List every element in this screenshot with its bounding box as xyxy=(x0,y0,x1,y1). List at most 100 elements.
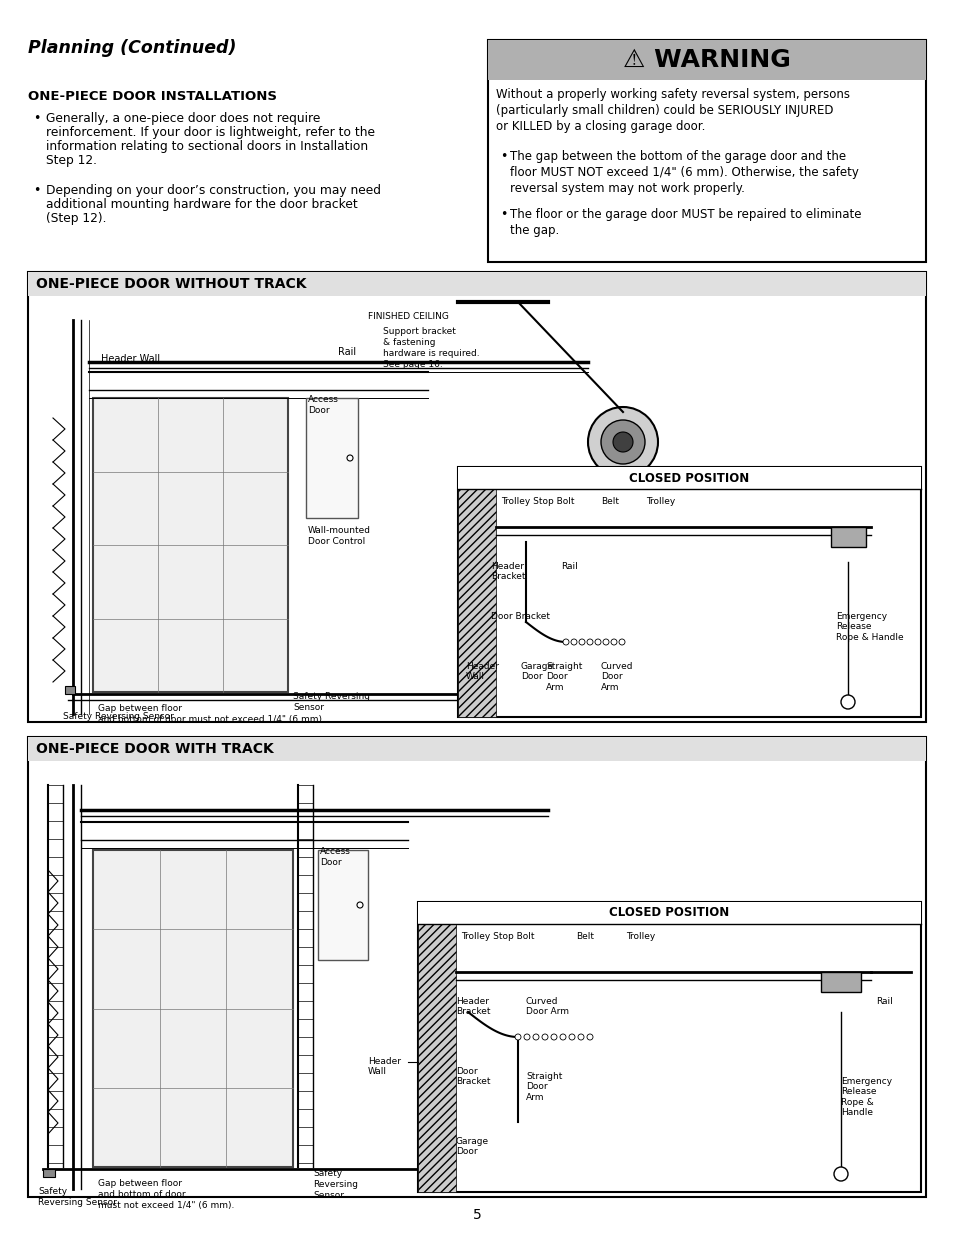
Bar xyxy=(28,737,925,761)
Circle shape xyxy=(347,454,353,461)
Text: •: • xyxy=(499,149,507,163)
Text: Curved
Door Arm: Curved Door Arm xyxy=(525,997,568,1016)
Bar xyxy=(28,737,925,1197)
Bar xyxy=(417,902,920,1192)
Bar xyxy=(417,902,920,924)
Text: (Step 12).: (Step 12). xyxy=(46,212,107,225)
Text: Curved
Door
Arm: Curved Door Arm xyxy=(600,662,633,692)
Circle shape xyxy=(595,638,600,645)
Text: ⚠ WARNING: ⚠ WARNING xyxy=(622,48,790,72)
Text: •: • xyxy=(33,112,40,125)
Bar xyxy=(28,272,925,296)
Text: FINISHED CEILING: FINISHED CEILING xyxy=(368,312,449,321)
Text: Header
Bracket: Header Bracket xyxy=(491,562,525,582)
Text: Safety Reversing
Sensor: Safety Reversing Sensor xyxy=(293,692,370,713)
Circle shape xyxy=(578,638,584,645)
Circle shape xyxy=(523,1034,530,1040)
Text: Support bracket
& fastening
hardware is required.
See page 16.: Support bracket & fastening hardware is … xyxy=(382,327,479,369)
Bar xyxy=(417,902,456,1192)
Bar xyxy=(65,685,75,694)
Text: Trolley Stop Bolt: Trolley Stop Bolt xyxy=(500,496,574,506)
Text: reinforcement. If your door is lightweight, refer to the: reinforcement. If your door is lightweig… xyxy=(46,126,375,140)
Text: Emergency
Release
Rope & Handle: Emergency Release Rope & Handle xyxy=(835,613,902,642)
Text: Belt: Belt xyxy=(600,496,618,506)
Circle shape xyxy=(833,1167,847,1181)
Circle shape xyxy=(515,1034,520,1040)
Text: •: • xyxy=(33,184,40,198)
Text: Depending on your door’s construction, you may need: Depending on your door’s construction, y… xyxy=(46,184,380,198)
Text: 5: 5 xyxy=(472,1208,481,1221)
Text: Header
Wall: Header Wall xyxy=(368,1057,400,1077)
Text: Door
Bracket: Door Bracket xyxy=(456,1067,490,1087)
Circle shape xyxy=(356,902,363,908)
Circle shape xyxy=(618,638,624,645)
Text: Motor Unit: Motor Unit xyxy=(573,467,623,477)
Text: Rail: Rail xyxy=(875,997,892,1007)
Circle shape xyxy=(571,638,577,645)
Text: •: • xyxy=(499,207,507,221)
Text: Garage
Door: Garage Door xyxy=(456,1137,489,1156)
Circle shape xyxy=(586,1034,593,1040)
Text: Header Wall: Header Wall xyxy=(101,354,160,364)
Text: Without a properly working safety reversal system, persons
(particularly small c: Without a properly working safety revers… xyxy=(496,88,849,133)
Circle shape xyxy=(533,1034,538,1040)
Bar xyxy=(306,398,357,517)
Circle shape xyxy=(541,1034,547,1040)
Text: Generally, a one-piece door does not require: Generally, a one-piece door does not req… xyxy=(46,112,320,125)
Bar xyxy=(317,850,368,960)
Circle shape xyxy=(600,420,644,464)
Text: Safety
Reversing
Sensor: Safety Reversing Sensor xyxy=(313,1170,357,1200)
Text: CLOSED POSITION: CLOSED POSITION xyxy=(629,472,749,484)
Text: The gap between the bottom of the garage door and the
floor MUST NOT exceed 1/4": The gap between the bottom of the garage… xyxy=(510,149,858,195)
Circle shape xyxy=(841,695,854,709)
Bar xyxy=(28,272,925,722)
Text: Straight
Door
Arm: Straight Door Arm xyxy=(525,1072,561,1102)
Text: Garage
Door: Garage Door xyxy=(520,662,554,682)
Circle shape xyxy=(551,1034,557,1040)
Bar xyxy=(488,40,925,262)
Text: Rail: Rail xyxy=(337,347,355,357)
Circle shape xyxy=(559,1034,565,1040)
Text: ONE-PIECE DOOR WITH TRACK: ONE-PIECE DOOR WITH TRACK xyxy=(36,742,274,756)
Circle shape xyxy=(610,638,617,645)
Bar xyxy=(92,398,288,692)
Text: Safety
Reversing Sensor: Safety Reversing Sensor xyxy=(38,1187,117,1207)
Text: Wall-mounted
Door Control: Wall-mounted Door Control xyxy=(308,526,371,546)
Text: Header
Bracket: Header Bracket xyxy=(456,997,490,1016)
Text: Access
Door: Access Door xyxy=(308,395,338,415)
Bar xyxy=(457,467,920,718)
Text: Gap between floor
and bottom of door must not exceed 1/4" (6 mm).: Gap between floor and bottom of door mus… xyxy=(98,704,325,724)
Text: Rail: Rail xyxy=(560,562,578,571)
Bar xyxy=(488,40,925,80)
Text: Planning (Continued): Planning (Continued) xyxy=(28,40,236,57)
Bar xyxy=(457,467,496,718)
Circle shape xyxy=(613,432,633,452)
Text: Safety Reversing Sensor: Safety Reversing Sensor xyxy=(63,713,173,721)
Text: Belt: Belt xyxy=(576,932,594,941)
Bar xyxy=(43,1170,55,1177)
Text: information relating to sectional doors in Installation: information relating to sectional doors … xyxy=(46,140,368,153)
Bar xyxy=(821,972,861,992)
Text: Trolley: Trolley xyxy=(645,496,675,506)
Text: Step 12.: Step 12. xyxy=(46,154,97,167)
Text: additional mounting hardware for the door bracket: additional mounting hardware for the doo… xyxy=(46,198,357,211)
Text: CLOSED POSITION: CLOSED POSITION xyxy=(609,906,729,920)
Text: ONE-PIECE DOOR WITHOUT TRACK: ONE-PIECE DOOR WITHOUT TRACK xyxy=(36,277,306,291)
Circle shape xyxy=(602,638,608,645)
Text: Door Bracket: Door Bracket xyxy=(491,613,550,621)
Bar xyxy=(92,850,293,1167)
Text: The floor or the garage door MUST be repaired to eliminate
the gap.: The floor or the garage door MUST be rep… xyxy=(510,207,861,237)
Text: Trolley: Trolley xyxy=(625,932,655,941)
Circle shape xyxy=(586,638,593,645)
Bar xyxy=(830,527,865,547)
Bar xyxy=(457,467,920,489)
Text: Straight
Door
Arm: Straight Door Arm xyxy=(545,662,581,692)
Text: Emergency
Release
Rope &
Handle: Emergency Release Rope & Handle xyxy=(841,1077,891,1118)
Text: Gap between floor
and bottom of door
must not exceed 1/4" (6 mm).: Gap between floor and bottom of door mus… xyxy=(98,1179,234,1210)
Text: Access
Door: Access Door xyxy=(319,847,351,867)
Circle shape xyxy=(568,1034,575,1040)
Text: Header
Wall: Header Wall xyxy=(465,662,498,682)
Circle shape xyxy=(578,1034,583,1040)
Text: Trolley Stop Bolt: Trolley Stop Bolt xyxy=(460,932,534,941)
Circle shape xyxy=(562,638,568,645)
